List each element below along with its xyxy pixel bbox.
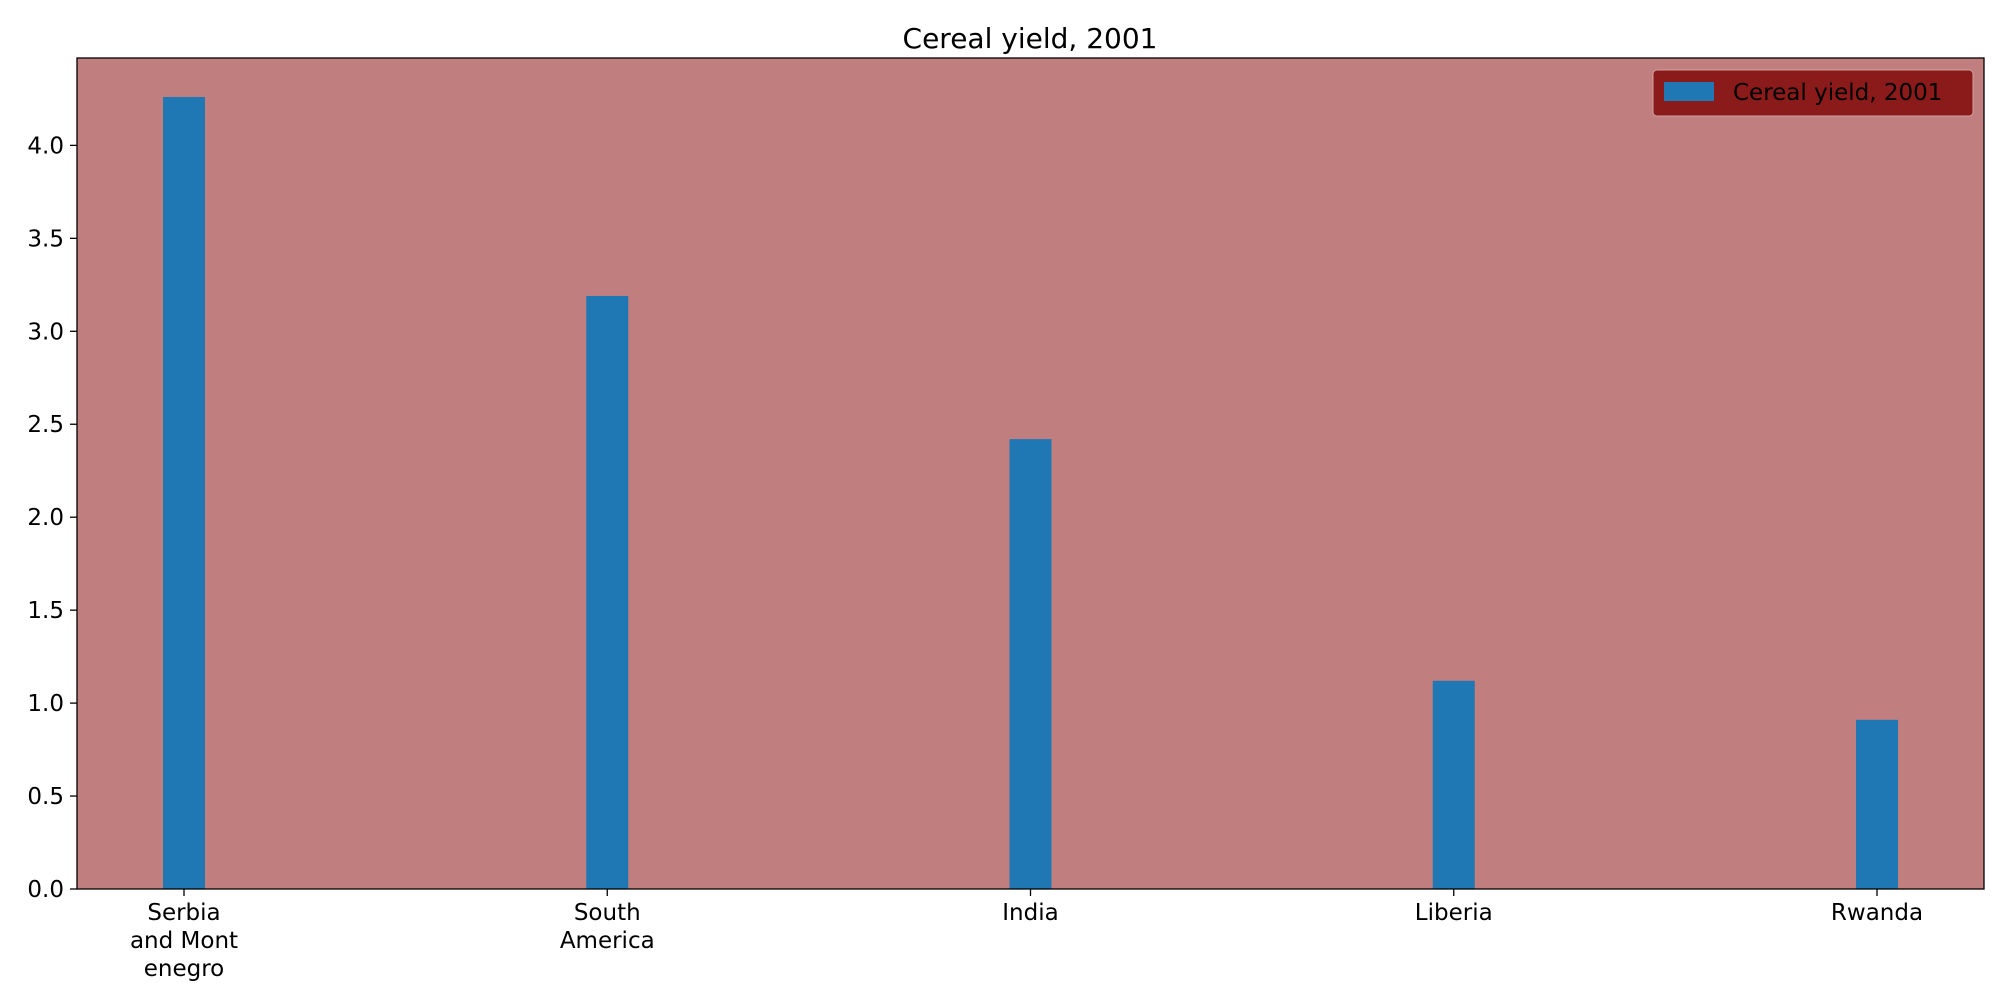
x-tick-label: Liberia [1415, 900, 1493, 926]
y-tick-label: 1.0 [27, 691, 64, 717]
y-axis: 0.0 0.5 1.0 1.5 2.0 2.5 3.0 3.5 4.0 [27, 133, 77, 903]
bar-rwanda [1856, 719, 1898, 889]
y-tick-label: 0.5 [27, 784, 64, 810]
legend: Cereal yield, 2001 [1652, 69, 1974, 117]
y-tick-label: 2.5 [27, 412, 64, 438]
x-tick-label: India [1002, 900, 1058, 926]
legend-label: Cereal yield, 2001 [1733, 80, 1942, 106]
plot-frame [76, 57, 1985, 890]
y-tick-label: 3.5 [27, 226, 64, 252]
bar-serbia-and-mont-enegro [163, 97, 205, 889]
y-tick-label: 4.0 [27, 133, 64, 159]
y-tick-label: 2.0 [27, 505, 64, 531]
bars-group [163, 97, 1898, 889]
x-tick-label: Rwanda [1831, 900, 1923, 926]
chart-title: Cereal yield, 2001 [903, 22, 1158, 55]
bar-south-america [586, 295, 629, 889]
legend-box [1652, 69, 1974, 117]
bar-liberia [1432, 680, 1475, 889]
y-tick-label: 1.5 [27, 598, 64, 624]
x-tick-label: South America [560, 900, 655, 954]
legend-swatch [1664, 82, 1714, 101]
y-tick-label: 0.0 [27, 877, 64, 903]
x-axis: Serbia and Mont enegro South America India Lib… [130, 889, 1923, 982]
y-tick-label: 3.0 [27, 319, 64, 345]
bar-india [1009, 439, 1052, 889]
x-tick-label: Serbia and Mont enegro [130, 900, 238, 982]
